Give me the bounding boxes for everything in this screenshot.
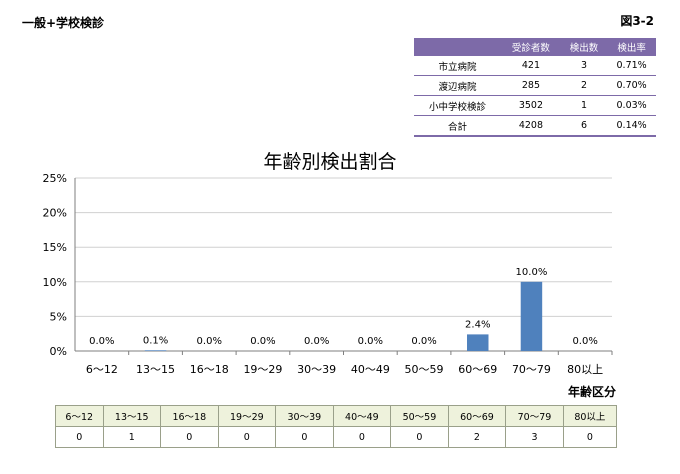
chart-title: 年齢別検出割合 <box>263 151 396 173</box>
count-category-cell: 19～29 <box>217 405 277 427</box>
count-value-cell: 0 <box>160 426 219 448</box>
table-cell: 合計 <box>414 115 501 137</box>
x-tick-label: 70～79 <box>512 363 551 376</box>
table-cell: 285 <box>500 75 561 96</box>
table-cell: 3502 <box>500 95 561 116</box>
data-label: 0.0% <box>89 336 114 347</box>
table-cell: 渡辺病院 <box>414 75 501 96</box>
table-row: 小中学校検診 3502 1 0.03% <box>414 95 656 116</box>
count-value-cell: 2 <box>447 426 507 448</box>
bar <box>144 350 167 351</box>
data-label: 0.0% <box>250 336 275 347</box>
data-label: 0.1% <box>143 335 168 346</box>
bar <box>520 281 543 351</box>
count-value-cell: 3 <box>505 426 564 448</box>
data-label: 0.0% <box>411 336 436 347</box>
data-label: 0.0% <box>572 336 597 347</box>
table-cell: 小中学校検診 <box>414 95 501 116</box>
y-tick-label: 15% <box>43 241 67 254</box>
x-tick-label: 50～59 <box>405 363 444 376</box>
x-tick-label: 40～49 <box>351 363 390 376</box>
data-label: 10.0% <box>516 267 548 278</box>
chart-bars <box>144 281 543 351</box>
table-cell: 0.14% <box>607 115 656 137</box>
y-tick-label: 20% <box>43 207 67 220</box>
x-tick-label: 16～18 <box>190 363 229 376</box>
summary-header-cell: 検出数 <box>560 38 608 56</box>
table-cell: 0.03% <box>607 95 656 116</box>
summary-header-cell <box>414 38 501 56</box>
data-label: 0.0% <box>304 336 329 347</box>
summary-header-cell: 受診者数 <box>500 38 561 56</box>
count-value-cell: 1 <box>102 426 162 448</box>
document-title: 一般+学校検診 <box>22 16 105 30</box>
y-tick-label: 10% <box>43 276 67 289</box>
count-category-cell: 40～49 <box>332 405 392 427</box>
data-label: 0.0% <box>197 336 222 347</box>
count-table: 6～12 13～15 16～18 19～29 30～39 40～49 50～59 60～69 7… <box>55 405 618 448</box>
count-category-cell: 70～79 <box>505 405 564 427</box>
table-cell: 0.71% <box>607 56 656 76</box>
y-tick-label: 25% <box>43 172 67 185</box>
bar <box>467 334 489 351</box>
count-value-cell: 0 <box>275 426 334 448</box>
table-row: 渡辺病院 285 2 0.70% <box>414 75 656 96</box>
count-category-cell: 60～69 <box>447 405 507 427</box>
x-tick-label: 19～29 <box>243 363 282 376</box>
count-value-cell: 0 <box>390 426 449 448</box>
table-row: 市立病院 421 3 0.71% <box>414 56 656 76</box>
bar-chart: 年齢別検出割合 0%5%10%15%20%25% 0.0% 0.1% 0.0% 0.0… <box>43 151 616 399</box>
count-value-cell: 0 <box>55 426 104 448</box>
x-tick-label: 30～39 <box>297 363 336 376</box>
table-cell: 1 <box>560 95 608 116</box>
count-category-cell: 6～12 <box>55 405 104 427</box>
count-category-cell: 50～59 <box>390 405 449 427</box>
count-value-cell: 0 <box>562 426 618 448</box>
summary-table: 受診者数 検出数 検出率 市立病院 421 3 0.71% 渡辺病院 285 2… <box>414 38 656 137</box>
x-tick-label: 80以上 <box>567 363 603 376</box>
summary-header-cell: 検出率 <box>607 38 656 56</box>
x-tick-label: 6～12 <box>86 363 118 376</box>
table-cell: 3 <box>560 56 608 76</box>
x-axis-label: 年齢区分 <box>568 384 616 399</box>
data-label: 2.4% <box>465 319 490 330</box>
count-category-cell: 80以上 <box>562 405 618 427</box>
x-tick-label: 60～69 <box>458 363 497 376</box>
count-category-cell: 16～18 <box>160 405 219 427</box>
x-axis-ticks: 6～12 13～15 16～18 19～29 30～39 40～49 50～59 60～69 7… <box>86 351 613 376</box>
data-labels: 0.0% 0.1% 0.0% 0.0% 0.0% 0.0% 0.0% 2.4% 10.0% 0.0… <box>89 267 598 347</box>
table-cell: 2 <box>560 75 608 96</box>
table-cell: 4208 <box>500 115 561 137</box>
count-value-cell: 0 <box>217 426 277 448</box>
y-axis-ticks: 0% 5% 10% 15% 20% 25% <box>43 172 67 358</box>
table-cell: 0.70% <box>607 75 656 96</box>
table-cell: 市立病院 <box>414 56 501 76</box>
table-cell: 421 <box>500 56 561 76</box>
count-category-cell: 30～39 <box>275 405 334 427</box>
figure-label: 図3-2 <box>620 14 654 28</box>
count-value-cell: 0 <box>332 426 392 448</box>
table-row-total: 合計 4208 6 0.14% <box>414 115 656 137</box>
y-tick-label: 0% <box>50 345 67 358</box>
x-tick-label: 13～15 <box>136 363 175 376</box>
count-header-row: 6～12 13～15 16～18 19～29 30～39 40～49 50～59 60～69 7… <box>55 405 618 427</box>
table-cell: 6 <box>560 115 608 137</box>
count-category-cell: 13～15 <box>102 405 162 427</box>
summary-header-row: 受診者数 検出数 検出率 <box>414 38 656 56</box>
data-label: 0.0% <box>358 336 383 347</box>
y-tick-label: 5% <box>50 310 67 323</box>
